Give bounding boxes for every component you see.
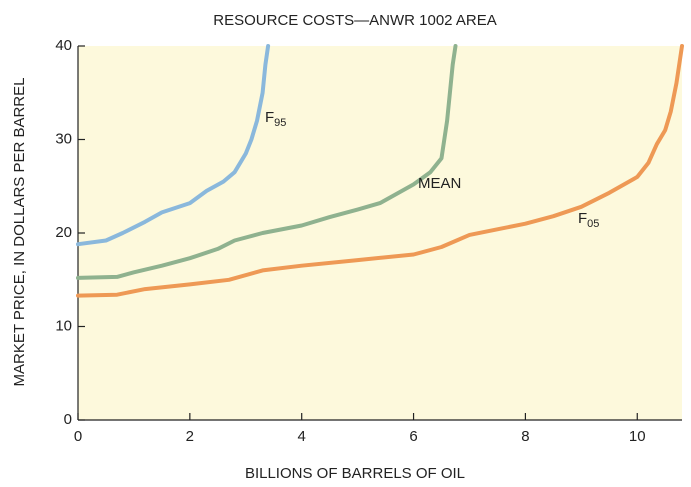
line-series [76, 44, 684, 298]
line-series [76, 44, 271, 247]
x-axis-label: BILLIONS OF BARRELS OF OIL [245, 465, 465, 482]
annotation: F95 [265, 109, 286, 129]
x-tick-label: 10 [629, 428, 646, 445]
chart-title: RESOURCE COSTS—ANWR 1002 AREA [213, 12, 496, 29]
y-tick-label: 10 [55, 317, 72, 334]
y-axis-label: MARKET PRICE, IN DOLLARS PER BARREL [11, 78, 28, 387]
x-tick-label: 2 [186, 428, 194, 445]
annotation-subscript: 05 [587, 218, 599, 230]
x-tick-label: 4 [298, 428, 306, 445]
y-tick-label: 20 [55, 224, 72, 241]
annotation-subscript: 95 [274, 117, 286, 129]
x-tick-label: 6 [409, 428, 417, 445]
x-tick-label: 8 [521, 428, 529, 445]
y-tick-label: 30 [55, 130, 72, 147]
y-tick-label: 40 [55, 37, 72, 54]
line-series [76, 44, 458, 280]
annotation-text: MEAN [418, 175, 461, 192]
x-tick-label: 0 [74, 428, 82, 445]
annotation-text: F [265, 109, 274, 126]
annotation-text: F [578, 210, 587, 227]
plot-background [78, 46, 682, 420]
annotation: MEAN [418, 175, 461, 192]
y-tick-label: 0 [64, 411, 72, 428]
annotation: F05 [578, 210, 599, 230]
